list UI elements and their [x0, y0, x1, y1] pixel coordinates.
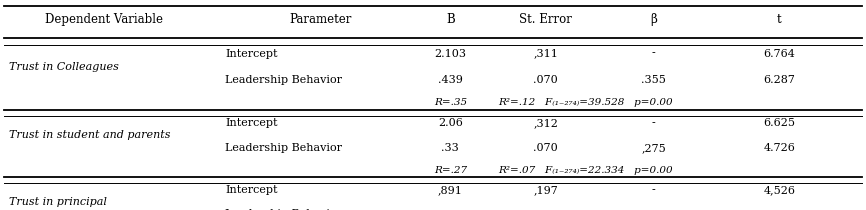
Text: ,789: ,789: [438, 209, 462, 210]
Text: .070: .070: [533, 143, 558, 153]
Text: Intercept: Intercept: [225, 49, 278, 59]
Text: 6.287: 6.287: [764, 75, 795, 85]
Text: -: -: [652, 185, 656, 195]
Text: Trust in Colleagues: Trust in Colleagues: [9, 62, 119, 72]
Text: B: B: [446, 13, 455, 26]
Text: Leadership Behavior: Leadership Behavior: [225, 209, 342, 210]
Text: 4,526: 4,526: [764, 185, 795, 195]
Text: .070: .070: [533, 75, 558, 85]
Text: Parameter: Parameter: [289, 13, 352, 26]
Text: R²=.07   F₍₁₋₂₇₄₎=22.334   p=0.00: R²=.07 F₍₁₋₂₇₄₎=22.334 p=0.00: [498, 166, 673, 175]
Text: β: β: [650, 13, 657, 26]
Text: ,044: ,044: [533, 209, 558, 210]
Text: ,733: ,733: [642, 209, 666, 210]
Text: .33: .33: [442, 143, 459, 153]
Text: -: -: [652, 49, 656, 59]
Text: ,275: ,275: [642, 143, 666, 153]
Text: Leadership Behavior: Leadership Behavior: [225, 75, 342, 85]
Text: 17,845: 17,845: [759, 209, 799, 210]
Text: -: -: [652, 118, 656, 128]
Text: R=.35: R=.35: [434, 98, 467, 107]
Text: .439: .439: [438, 75, 462, 85]
Text: R²=.12   F₍₁₋₂₇₄₎=39.528   p=0.00: R²=.12 F₍₁₋₂₇₄₎=39.528 p=0.00: [498, 98, 673, 107]
Text: 6.764: 6.764: [764, 49, 795, 59]
Text: Intercept: Intercept: [225, 118, 278, 128]
Text: St. Error: St. Error: [519, 13, 572, 26]
Text: Trust in principal: Trust in principal: [9, 197, 107, 207]
Text: Dependent Variable: Dependent Variable: [45, 13, 163, 26]
Text: t: t: [777, 13, 782, 26]
Text: R=.27: R=.27: [434, 166, 467, 175]
Text: ,312: ,312: [533, 118, 558, 128]
Text: Trust in student and parents: Trust in student and parents: [9, 130, 170, 140]
Text: Leadership Behavior: Leadership Behavior: [225, 143, 342, 153]
Text: ,311: ,311: [533, 49, 558, 59]
Text: Intercept: Intercept: [225, 185, 278, 195]
Text: 2.06: 2.06: [438, 118, 462, 128]
Text: 6.625: 6.625: [764, 118, 795, 128]
Text: ,197: ,197: [533, 185, 558, 195]
Text: ,891: ,891: [438, 185, 462, 195]
Text: .355: .355: [642, 75, 666, 85]
Text: 2.103: 2.103: [435, 49, 466, 59]
Text: 4.726: 4.726: [764, 143, 795, 153]
